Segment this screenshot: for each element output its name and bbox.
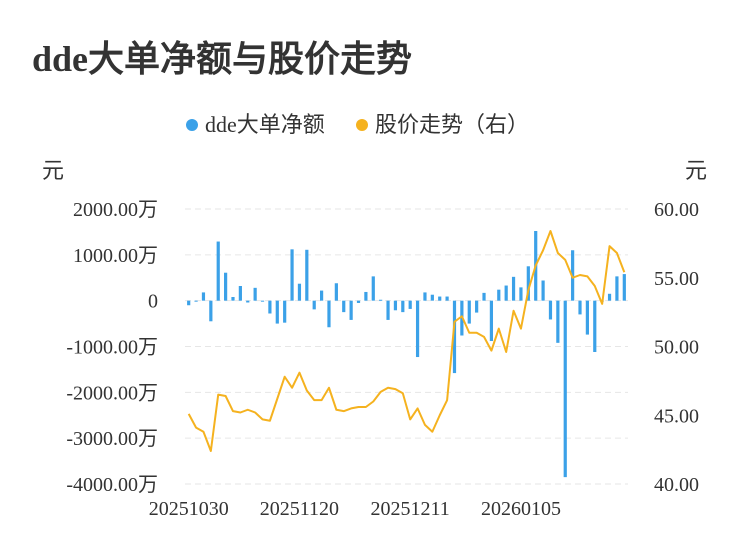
gridlines (185, 208, 628, 485)
dde-bar (201, 292, 206, 301)
legend-label-price: 股价走势（右） (375, 112, 529, 137)
dde-bar (297, 283, 302, 301)
page-title: dde大单净额与股价走势 (32, 39, 413, 79)
dde-bar (194, 300, 198, 302)
dde-bar (386, 300, 390, 320)
dde-bar (327, 300, 331, 328)
dde-bar (364, 291, 368, 301)
right-tick-label: 55.00 (654, 268, 699, 290)
dde-bar (371, 276, 375, 301)
dde-bars (187, 231, 626, 478)
legend-label-dde: dde大单净额 (205, 112, 325, 137)
dde-bar (467, 300, 471, 324)
dde-bar (246, 300, 250, 303)
left-axis-ticks: 2000.00万 1000.00万 0 -1000.00万 -2000.00万 -3000… (66, 199, 158, 496)
dde-bar (268, 300, 272, 314)
dde-bar (452, 300, 457, 374)
left-tick-label: 1000.00万 (73, 245, 158, 267)
legend: dde大单净额 股价走势（右） (186, 112, 529, 137)
dde-bar (615, 276, 619, 301)
dde-bar (283, 300, 287, 323)
left-tick-label: -3000.00万 (66, 428, 158, 450)
dde-bar (253, 287, 257, 301)
dde-bar (504, 285, 508, 301)
dde-bar (607, 293, 612, 301)
dde-bar (415, 300, 420, 358)
dde-bar (519, 287, 523, 301)
dde-bar (445, 296, 449, 301)
right-axis-ticks: 60.00 55.00 50.00 45.00 40.00 (654, 199, 699, 496)
dde-bar (578, 300, 582, 315)
dde-bar (585, 300, 589, 335)
right-tick-label: 45.00 (654, 405, 699, 427)
dde-bar (187, 300, 191, 306)
dde-bar (216, 241, 220, 301)
left-tick-label: -2000.00万 (66, 382, 158, 404)
dde-bar (379, 299, 383, 301)
x-tick-label: 20251120 (260, 498, 339, 520)
right-tick-label: 60.00 (654, 199, 699, 221)
dde-bar (349, 300, 353, 320)
dde-bar (541, 280, 545, 301)
price-line-group (187, 230, 626, 452)
dde-bar (489, 300, 494, 341)
right-tick-label: 40.00 (654, 474, 699, 496)
right-tick-label: 50.00 (654, 337, 699, 359)
dde-bar (356, 300, 361, 303)
dde-bar (334, 283, 338, 301)
left-tick-label: 0 (148, 291, 158, 313)
price-line (187, 230, 626, 452)
x-tick-label: 20251030 (149, 498, 229, 520)
dde-bar (622, 274, 626, 301)
left-tick-label: -4000.00万 (66, 474, 158, 496)
dde-bar (482, 292, 486, 301)
legend-marker-price (356, 119, 368, 131)
dde-bar (312, 300, 316, 310)
dde-bar (260, 300, 265, 302)
dde-bar (401, 300, 405, 313)
dde-bar (526, 266, 530, 301)
right-axis-unit: 元 (685, 158, 707, 183)
dde-bar (475, 300, 479, 313)
dde-bar (556, 300, 560, 343)
dde-bar (305, 249, 309, 301)
dde-bar (238, 286, 242, 301)
left-tick-label: -1000.00万 (66, 337, 158, 359)
dde-bar (275, 300, 279, 324)
legend-marker-dde (186, 119, 198, 131)
dde-bar (563, 300, 567, 478)
dde-bar (548, 300, 553, 320)
dde-bar (430, 294, 434, 301)
dde-bar (593, 300, 597, 352)
dde-bar (342, 300, 346, 313)
left-tick-label: 2000.00万 (73, 199, 158, 221)
dde-bar (209, 300, 213, 322)
x-axis-ticks: 20251030 20251120 20251211 20260105 (149, 498, 561, 520)
dde-bar (438, 296, 442, 301)
dde-bar (423, 292, 427, 301)
dde-bar (497, 289, 501, 301)
dde-bar (290, 249, 294, 301)
dde-bar (319, 290, 324, 301)
dde-bar (224, 272, 228, 301)
dde-bar (393, 300, 398, 311)
x-tick-label: 20251211 (371, 498, 450, 520)
left-axis-unit: 元 (42, 158, 64, 183)
x-tick-label: 20260105 (481, 498, 561, 520)
dde-bar (511, 276, 516, 301)
dde-bar (231, 297, 235, 301)
dde-bar (408, 300, 412, 309)
